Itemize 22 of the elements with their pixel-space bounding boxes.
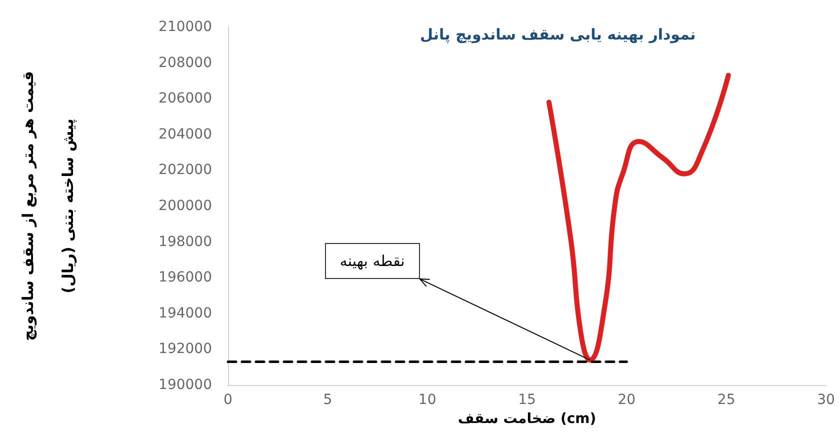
y-tick-label: 200000 (158, 198, 212, 214)
x-tick-label: 10 (418, 392, 436, 408)
y-tick-label: 210000 (158, 19, 212, 35)
x-tick-label: 20 (618, 392, 636, 408)
chart-title: نمودار بهینه یابی سقف ساندویچ پانل (420, 26, 696, 44)
y-tick-label: 198000 (158, 234, 212, 250)
y-tick-label: 190000 (158, 377, 212, 393)
x-tick-label: 15 (518, 392, 536, 408)
y-tick-label: 204000 (158, 126, 212, 142)
y-tick-label: 196000 (158, 270, 212, 286)
x-tick-label: 30 (817, 392, 835, 408)
annotation: نقطه بهینه (324, 242, 420, 279)
x-axis-title: ضخامت سقف (cm) (458, 410, 596, 427)
x-tick-label: 0 (224, 392, 232, 408)
x-tick-label: 25 (717, 392, 736, 408)
x-tick-label: 5 (323, 392, 332, 408)
y-tick-label: 208000 (158, 54, 212, 71)
text: قیمت هر متر مربع از سقف ساندویچ پیش ساخته بتنی (ریال) (19, 71, 77, 341)
y-tick-label: 194000 (158, 305, 212, 322)
y-tick-label: 206000 (158, 90, 212, 107)
y-tick-label: 202000 (158, 162, 212, 178)
y-tick-label: 192000 (158, 341, 212, 358)
